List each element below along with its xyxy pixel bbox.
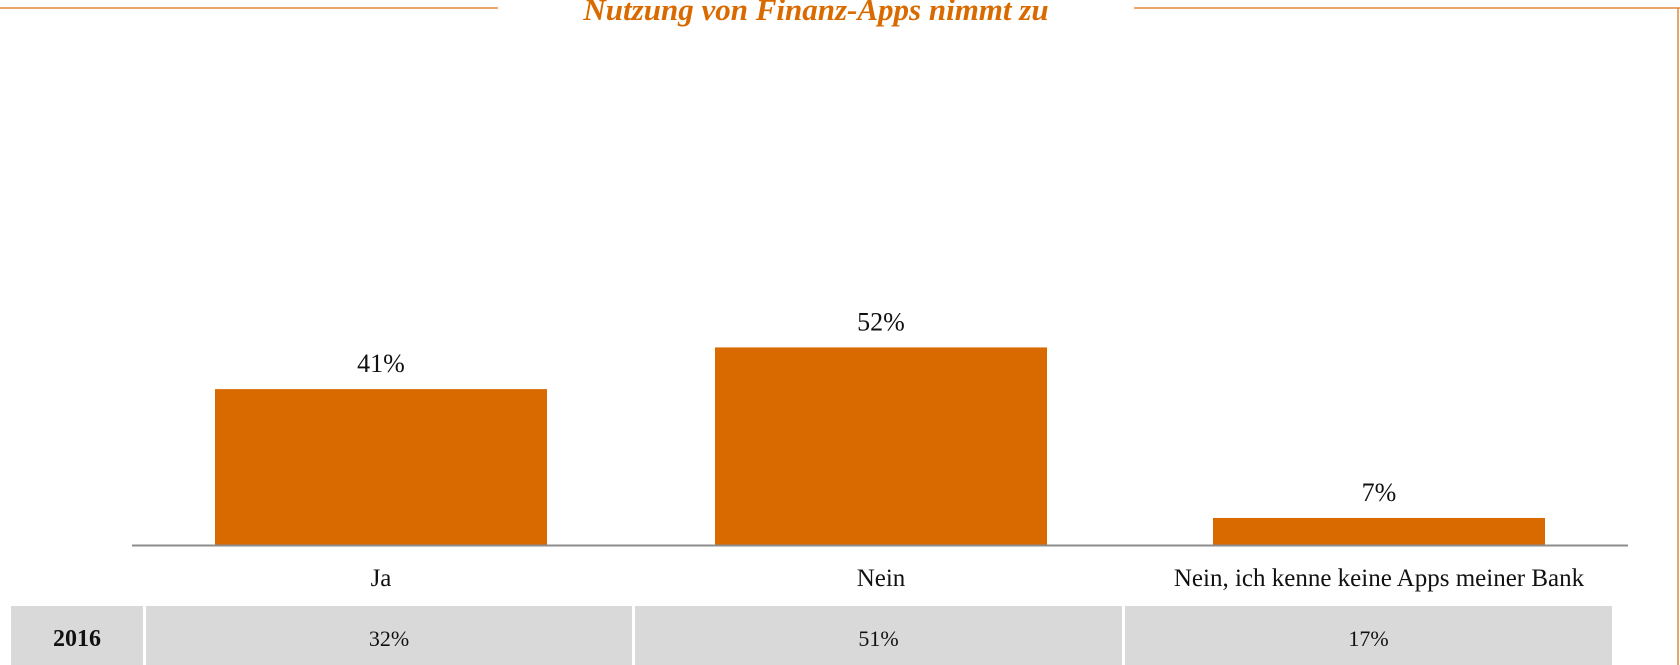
table-cell <box>11 606 143 665</box>
bar <box>715 347 1047 545</box>
value-label: 41% <box>357 349 405 378</box>
table-cell <box>146 606 632 665</box>
x-tick-label: Nein, ich kenne keine Apps meiner Bank <box>1174 565 1585 592</box>
table-value: 17% <box>1348 626 1388 651</box>
value-label: 7% <box>1362 478 1397 507</box>
table-value: 51% <box>858 626 898 651</box>
value-label: 52% <box>857 307 905 336</box>
bar <box>215 389 547 545</box>
x-tick-label: Nein <box>857 565 906 592</box>
table-cell <box>1125 606 1612 665</box>
x-tick-label: Ja <box>371 565 392 592</box>
table-cell <box>635 606 1122 665</box>
bar <box>1213 517 1545 545</box>
chart-title: Nutzung von Finanz-Apps nimmt zu <box>582 0 1048 27</box>
row-header: 2016 <box>53 626 101 652</box>
table-value: 32% <box>369 626 409 651</box>
